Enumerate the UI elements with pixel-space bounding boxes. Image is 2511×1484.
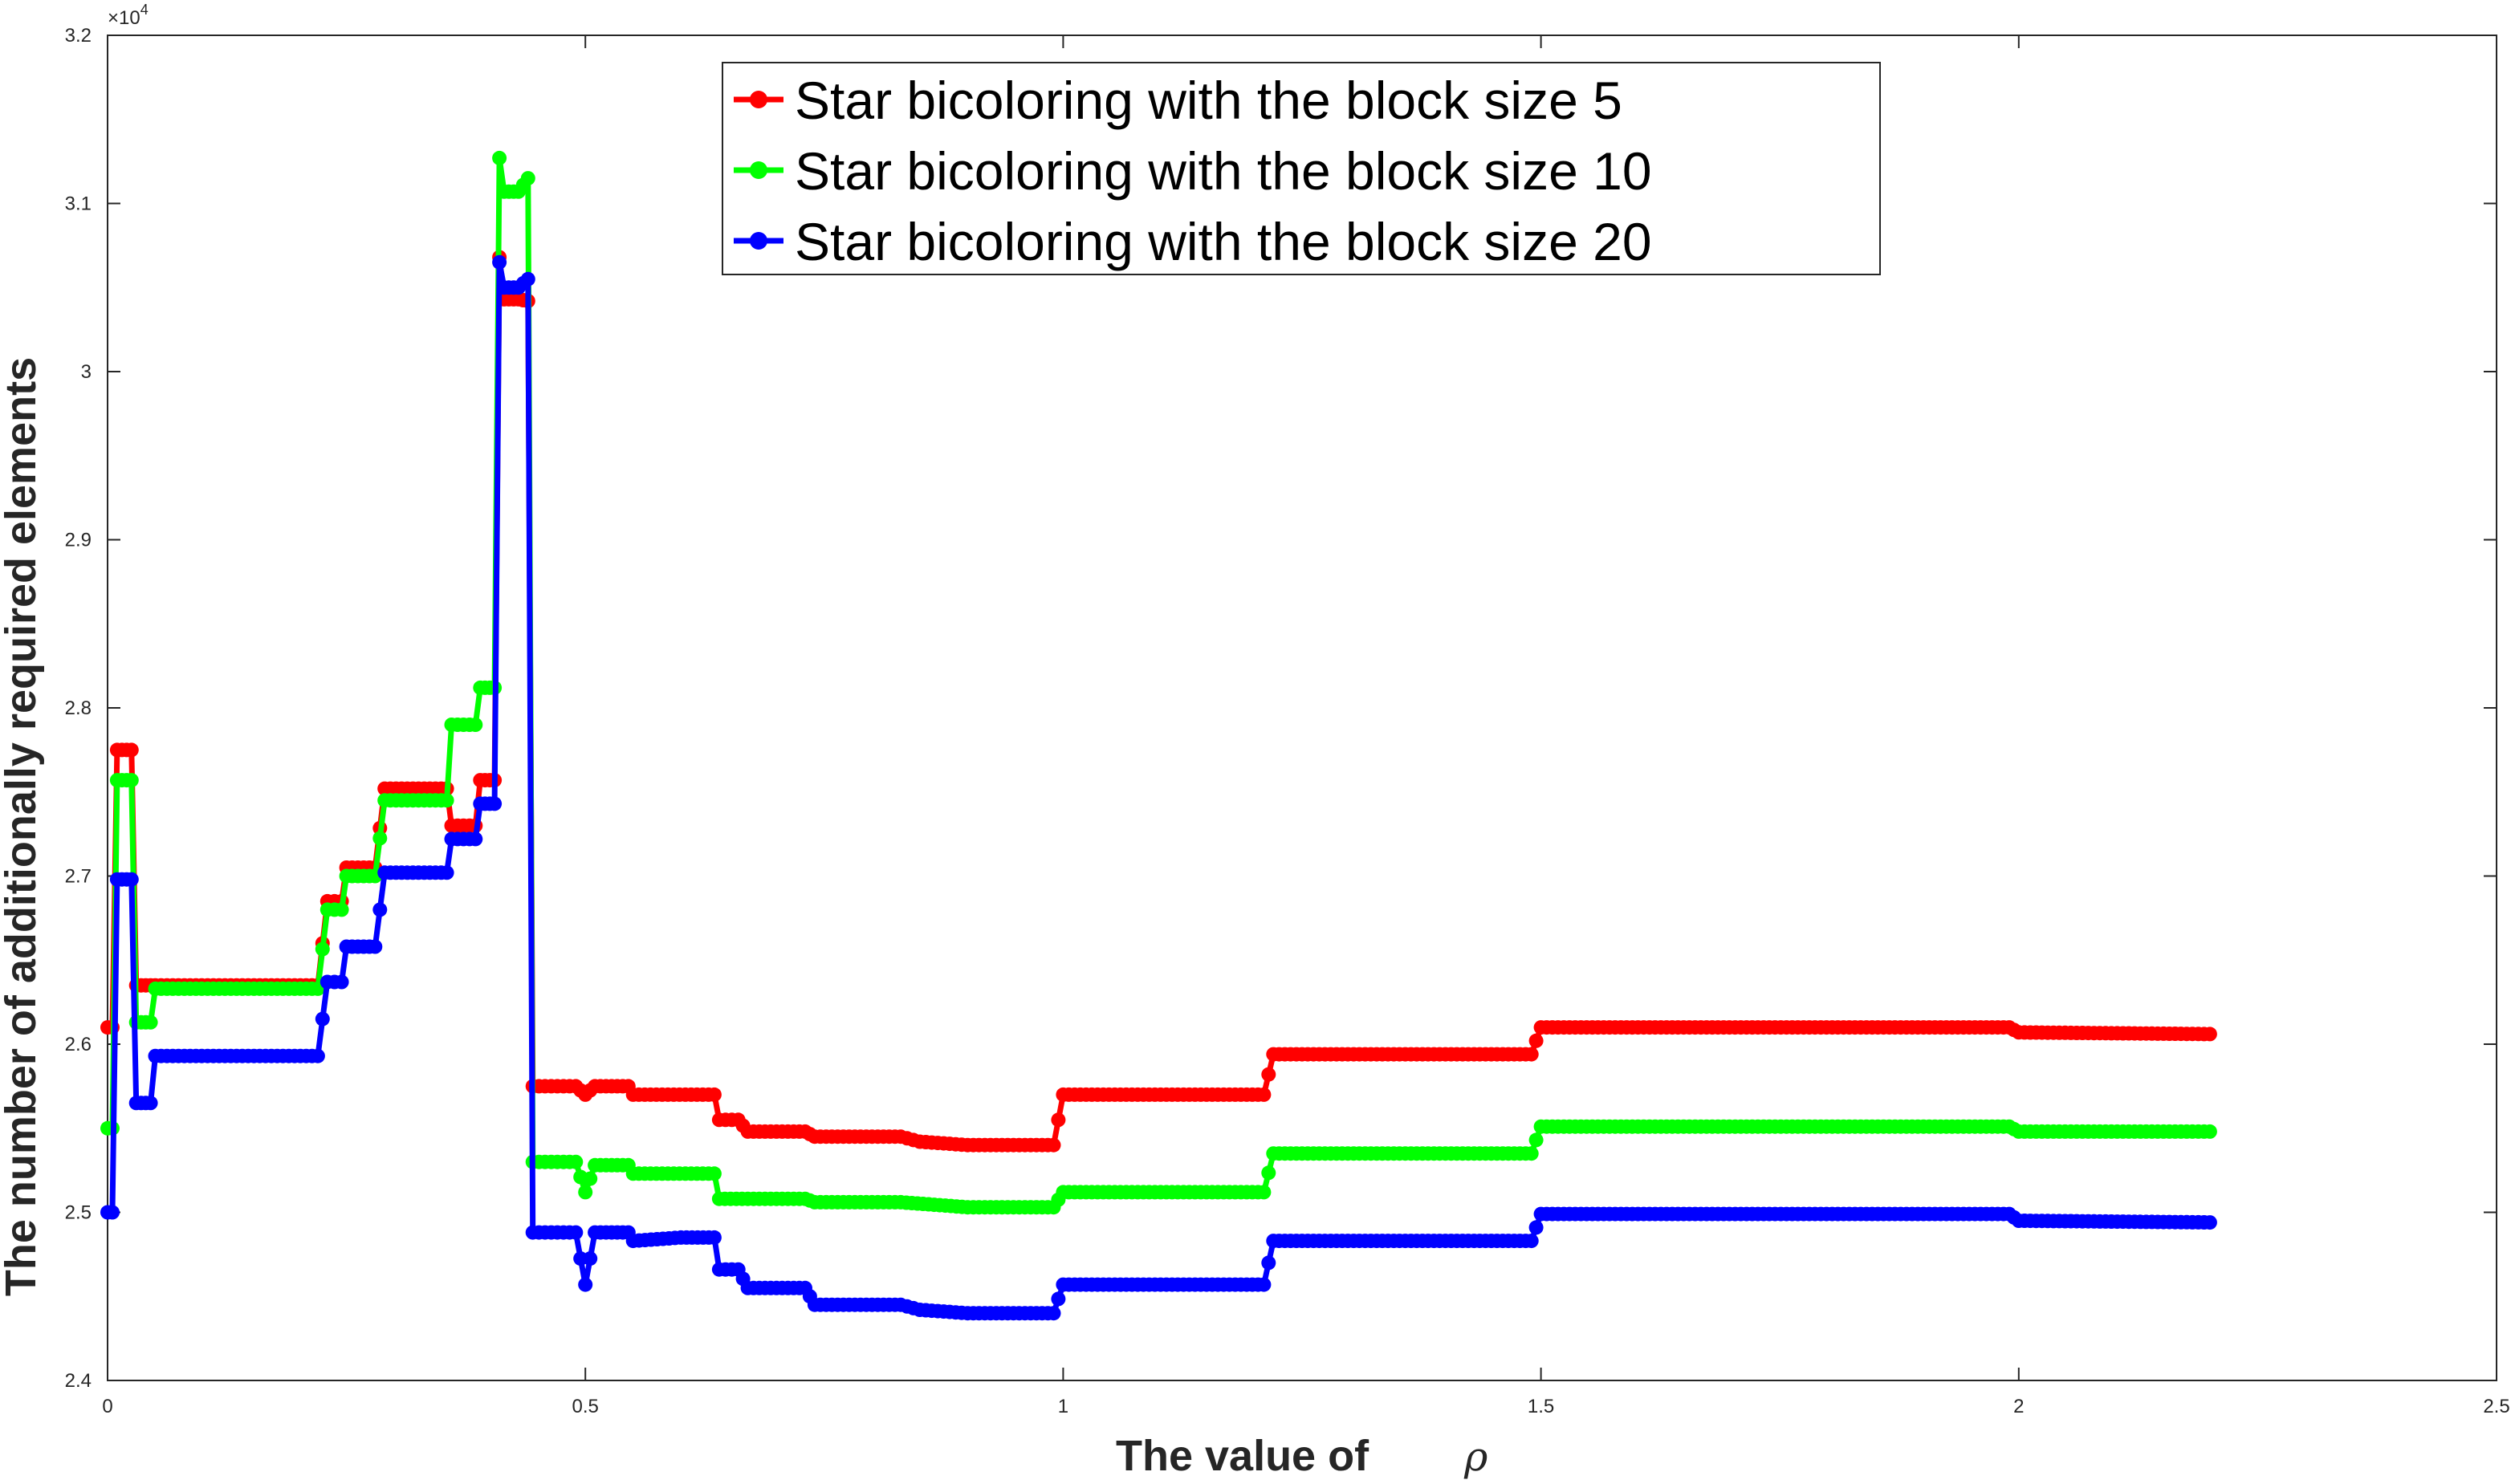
x-tick-label: 1: [1058, 1396, 1068, 1417]
data-point: [492, 150, 507, 165]
data-point: [1261, 1067, 1276, 1082]
y-tick-label: 3.2: [65, 25, 92, 47]
data-point: [105, 1205, 120, 1220]
y-axis-ticks: 2.4 2.5 2.6 2.7 2.8 2.9 3 3.1 3.2: [65, 25, 2497, 1392]
legend-marker: [750, 91, 767, 108]
data-point: [568, 1154, 584, 1169]
data-point: [706, 1087, 722, 1102]
y-tick-label: 2.5: [65, 1202, 92, 1224]
data-point: [583, 1251, 598, 1266]
y-tick-label: 3.1: [65, 193, 92, 215]
data-point: [2202, 1124, 2217, 1139]
data-point: [2202, 1027, 2217, 1042]
data-point: [578, 1277, 593, 1292]
data-point: [706, 1230, 722, 1245]
x-axis-title: The value of: [1116, 1432, 1369, 1480]
data-point: [520, 271, 535, 287]
data-point: [124, 872, 139, 887]
series-3: [100, 254, 2217, 1321]
series-layer: [100, 150, 2217, 1321]
y-tick-label: 3: [81, 361, 92, 383]
data-point: [1524, 1234, 1539, 1249]
data-point: [1051, 1112, 1066, 1128]
data-point: [372, 831, 388, 846]
data-point: [334, 902, 349, 917]
legend-entry: Star bicoloring with the block size 20: [734, 212, 1652, 271]
legend-label: Star bicoloring with the block size 5: [795, 71, 1622, 130]
data-point: [1261, 1255, 1276, 1271]
data-point: [1046, 1137, 1061, 1153]
x-tick-label: 0: [102, 1396, 112, 1417]
data-point: [372, 902, 388, 917]
x-axis-ticks: 0 0.5 1 1.5 2 2.5: [102, 35, 2510, 1417]
data-point: [1046, 1306, 1061, 1321]
data-point: [1261, 1165, 1276, 1181]
data-point: [578, 1185, 593, 1200]
x-axis-symbol: ρ: [1463, 1433, 1488, 1480]
legend: Star bicoloring with the block size 5 Sta…: [722, 62, 1881, 275]
data-point: [706, 1166, 722, 1181]
data-point: [568, 1225, 584, 1240]
legend-entry: Star bicoloring with the block size 5: [734, 71, 1622, 130]
data-point: [315, 1011, 330, 1027]
data-point: [487, 796, 503, 811]
data-point: [143, 1096, 158, 1111]
data-point: [520, 171, 535, 186]
y-tick-label: 2.9: [65, 530, 92, 551]
data-point: [2202, 1215, 2217, 1230]
data-point: [1528, 1033, 1544, 1048]
data-point: [1256, 1185, 1272, 1200]
y-tick-label: 2.7: [65, 866, 92, 888]
x-tick-label: 2: [2013, 1396, 2024, 1417]
y-axis-exponent-power: 4: [140, 2, 149, 18]
data-point: [143, 1014, 158, 1030]
legend-box: [722, 62, 1881, 275]
data-point: [439, 865, 454, 880]
y-axis-exponent: ×104: [108, 2, 149, 29]
data-point: [368, 939, 383, 954]
data-point: [492, 254, 507, 270]
data-point: [1524, 1146, 1539, 1161]
data-point: [1051, 1291, 1066, 1307]
data-point: [468, 831, 483, 847]
y-axis-exponent-base: ×10: [108, 7, 140, 29]
x-tick-label: 1.5: [1528, 1396, 1554, 1417]
data-point: [334, 974, 349, 990]
y-tick-label: 2.8: [65, 697, 92, 719]
data-point: [439, 793, 454, 808]
legend-label: Star bicoloring with the block size 10: [795, 141, 1652, 201]
y-axis-title: The number of additionally required elem…: [0, 357, 45, 1296]
legend-marker: [750, 161, 767, 179]
legend-entry: Star bicoloring with the block size 10: [734, 141, 1652, 201]
data-point: [468, 718, 483, 732]
y-tick-label: 2.6: [65, 1034, 92, 1055]
legend-marker: [750, 232, 767, 250]
data-point: [1524, 1047, 1539, 1062]
data-point: [310, 1048, 325, 1063]
x-tick-label: 2.5: [2483, 1396, 2509, 1417]
data-point: [1256, 1087, 1272, 1102]
series-2: [100, 150, 2217, 1215]
legend-entries: Star bicoloring with the block size 5 Sta…: [734, 71, 1652, 271]
data-point: [315, 941, 330, 957]
data-point: [124, 773, 139, 788]
x-tick-label: 0.5: [572, 1396, 599, 1417]
data-point: [1256, 1277, 1272, 1292]
legend-label: Star bicoloring with the block size 20: [795, 212, 1652, 271]
data-point: [1528, 1220, 1544, 1235]
y-tick-label: 2.4: [65, 1370, 92, 1392]
data-point: [583, 1171, 598, 1186]
data-point: [124, 742, 139, 758]
data-point: [1528, 1132, 1544, 1148]
